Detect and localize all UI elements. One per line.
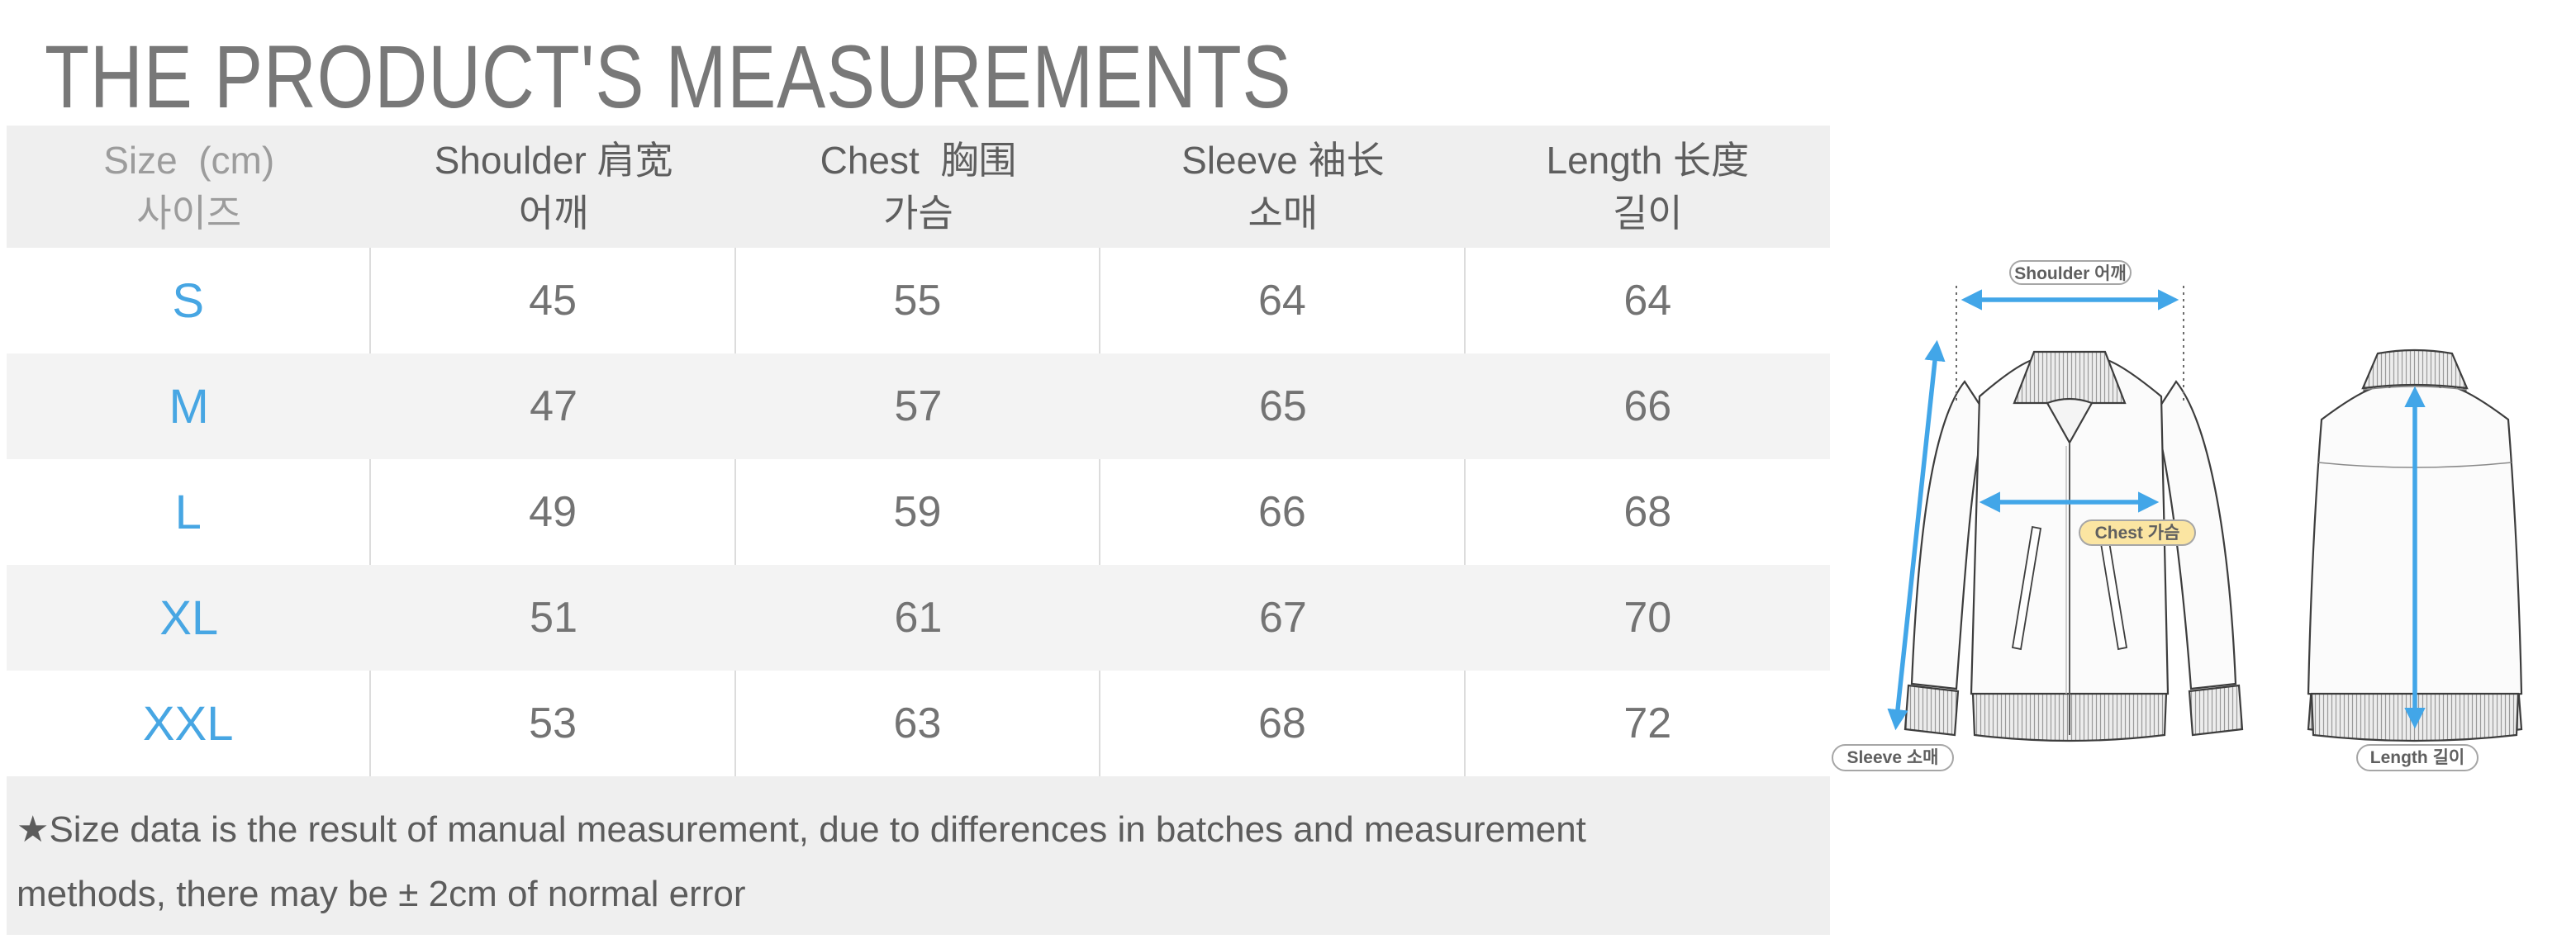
disclaimer-line-2: methods, there may be ± 2cm of normal er… bbox=[17, 874, 746, 914]
size-label: XXL bbox=[7, 671, 372, 776]
jacket-front-illustration bbox=[1903, 350, 2244, 742]
shoulder-value: 53 bbox=[371, 671, 736, 776]
front-left-cuff bbox=[1903, 684, 1960, 737]
length-value: 70 bbox=[1623, 594, 1672, 642]
header-chest-label: Chest 胸围 bbox=[820, 139, 1017, 182]
back-collar bbox=[2361, 349, 2469, 390]
header-length-label: Length 长度 bbox=[1546, 139, 1749, 182]
header-size-label-korean: 사이즈 bbox=[136, 192, 242, 235]
header-sleeve-label: Sleeve 袖长 bbox=[1181, 139, 1385, 182]
table-row-m: M 47 57 65 66 bbox=[7, 353, 1830, 459]
shoulder-value: 45 bbox=[371, 248, 736, 353]
table-header-row: Size (cm) 사이즈 Shoulder 肩宽 어깨 Chest 胸围 가슴… bbox=[7, 126, 1830, 248]
shoulder-label-pill: Shoulder 어깨 bbox=[2009, 260, 2132, 285]
sleeve-value: 65 bbox=[1258, 382, 1307, 430]
size-label: M bbox=[169, 379, 209, 434]
header-cell-shoulder: Shoulder 肩宽 어깨 bbox=[371, 126, 735, 248]
table-row-xl: XL 51 61 67 70 bbox=[7, 565, 1830, 671]
header-cell-sleeve: Sleeve 袖长 소매 bbox=[1100, 126, 1465, 248]
length-label-pill: Length 길이 bbox=[2356, 744, 2479, 771]
chest-label-text: Chest 가슴 bbox=[2095, 524, 2180, 543]
header-size-label: Size (cm) bbox=[103, 139, 275, 182]
size-label: L bbox=[7, 459, 372, 565]
size-label: S bbox=[7, 248, 372, 353]
sleeve-value: 68 bbox=[1100, 671, 1466, 776]
length-label-text: Length 길이 bbox=[2370, 748, 2464, 767]
jacket-measurement-diagram: Shoulder 어깨 Chest 가슴 Sleeve 소매 Length 길이 bbox=[1826, 116, 2576, 935]
sleeve-value: 66 bbox=[1100, 459, 1466, 565]
sleeve-value: 64 bbox=[1100, 248, 1466, 353]
shoulder-value: 49 bbox=[371, 459, 736, 565]
header-sleeve-label-korean: 소매 bbox=[1248, 192, 1319, 235]
page-title: THE PRODUCT'S MEASUREMENTS bbox=[45, 26, 1292, 126]
chest-value: 59 bbox=[736, 459, 1101, 565]
front-right-cuff bbox=[2188, 684, 2244, 737]
sleeve-arrow bbox=[1887, 339, 1946, 731]
shoulder-label-text: Shoulder 어깨 bbox=[2014, 264, 2126, 283]
header-chest-label-korean: 가슴 bbox=[883, 192, 953, 235]
header-cell-size: Size (cm) 사이즈 bbox=[7, 126, 371, 248]
chest-label-pill: Chest 가슴 bbox=[2079, 519, 2196, 546]
measurement-disclaimer: ★Size data is the result of manual measu… bbox=[7, 776, 1830, 935]
chest-value: 61 bbox=[894, 594, 943, 642]
chest-value: 57 bbox=[894, 382, 943, 430]
header-shoulder-label-korean: 어깨 bbox=[518, 192, 589, 235]
front-left-pocket bbox=[2011, 525, 2042, 651]
length-value: 68 bbox=[1623, 488, 1672, 536]
table-row-l: L 49 59 66 68 bbox=[7, 459, 1830, 565]
jacket-diagram-svg: Shoulder 어깨 Chest 가슴 Sleeve 소매 Length 길이 bbox=[1832, 260, 2523, 771]
header-cell-length: Length 长度 길이 bbox=[1466, 126, 1830, 248]
sleeve-value: 67 bbox=[1258, 594, 1307, 642]
size-table: Size (cm) 사이즈 Shoulder 肩宽 어깨 Chest 胸围 가슴… bbox=[7, 126, 1830, 776]
header-cell-chest: Chest 胸围 가슴 bbox=[736, 126, 1100, 248]
sleeve-label-pill: Sleeve 소매 bbox=[1832, 744, 1954, 771]
header-length-label-korean: 길이 bbox=[1612, 192, 1683, 235]
length-value: 64 bbox=[1623, 277, 1672, 325]
size-label: XL bbox=[159, 590, 219, 645]
measurement-annotations: Shoulder 어깨 Chest 가슴 Sleeve 소매 Length 길이 bbox=[1832, 260, 2479, 771]
length-value: 72 bbox=[1623, 700, 1672, 747]
sleeve-label-text: Sleeve 소매 bbox=[1846, 748, 1938, 767]
chest-value: 55 bbox=[736, 248, 1101, 353]
shoulder-value: 47 bbox=[530, 382, 577, 430]
header-shoulder-label: Shoulder 肩宽 bbox=[434, 139, 673, 182]
table-row-xxl: XXL 53 63 68 72 bbox=[7, 671, 1830, 776]
shoulder-value: 51 bbox=[530, 594, 577, 642]
length-value: 66 bbox=[1623, 382, 1672, 430]
chest-value: 63 bbox=[736, 671, 1101, 776]
front-collar bbox=[2013, 350, 2127, 405]
disclaimer-line-1: ★Size data is the result of manual measu… bbox=[17, 809, 1586, 850]
table-row-s: S 45 55 64 64 bbox=[7, 248, 1830, 353]
front-collar-opening bbox=[2046, 397, 2094, 445]
